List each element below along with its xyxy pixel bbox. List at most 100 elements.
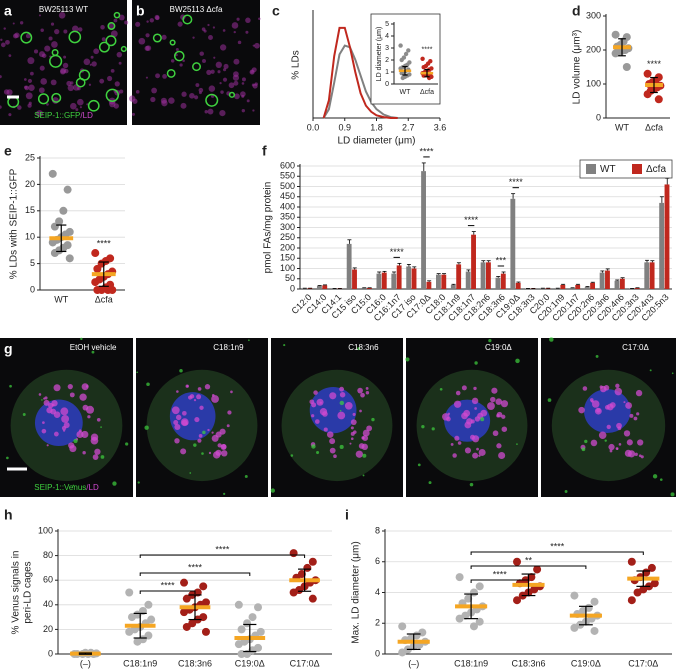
ld-signal xyxy=(48,402,54,409)
y-axis-label: % LDs with SEIP-1::GFP xyxy=(9,168,20,279)
venus-signal xyxy=(137,481,140,484)
significance: **** xyxy=(419,146,434,156)
data-point xyxy=(50,249,59,258)
venus-signal xyxy=(179,369,183,373)
y-tick-label: 5 xyxy=(30,258,35,268)
ld-signal xyxy=(70,81,74,85)
venus-signal xyxy=(316,451,320,455)
y-tick-label: 300 xyxy=(586,10,601,20)
venus-signal xyxy=(6,456,9,460)
error-bar xyxy=(56,224,67,253)
ld-signal xyxy=(194,416,200,423)
y-axis-label: Max. LD diameter (μm) xyxy=(351,541,362,643)
x-tick-label: C18:3n6 xyxy=(511,658,545,668)
legend-box xyxy=(579,159,673,179)
ld-signal xyxy=(75,108,79,112)
x-tick-label: C18:3n6 xyxy=(178,658,212,668)
y-tick-label: 5 xyxy=(385,21,389,28)
data-point xyxy=(475,582,484,591)
x-tick-label: (–) xyxy=(80,658,91,668)
gfp-ring xyxy=(192,62,201,72)
ld-signal xyxy=(0,75,2,79)
data-point xyxy=(308,557,317,566)
error-bar xyxy=(464,593,478,620)
ld-signal xyxy=(625,402,633,409)
y-tick-label: 100 xyxy=(280,263,295,273)
error-bar xyxy=(133,612,147,639)
stain-green: SEIP-1::Venus xyxy=(34,483,86,492)
ld-signal xyxy=(198,433,203,438)
ld-signal xyxy=(194,95,199,100)
ld-signal xyxy=(61,414,70,423)
ld-signal xyxy=(19,21,24,25)
venus-signal xyxy=(421,424,425,429)
ld-signal xyxy=(365,391,370,395)
ld-signal xyxy=(196,394,202,400)
error-bar xyxy=(298,568,312,592)
ld-signal xyxy=(609,449,613,453)
ld-signal xyxy=(182,59,185,62)
gfp-ring xyxy=(75,77,86,88)
venus-signal xyxy=(270,488,275,493)
ld-signal xyxy=(578,406,585,414)
ld-signal xyxy=(491,387,498,394)
legend-label: Δcfa xyxy=(646,164,666,175)
ld-signal xyxy=(124,20,129,25)
y-tick-label: 20 xyxy=(43,624,53,634)
venus-signal xyxy=(91,350,95,354)
gfp-ring xyxy=(98,41,110,53)
significance: **** xyxy=(493,569,508,579)
error-bar xyxy=(650,260,655,263)
venus-signal xyxy=(100,455,105,459)
y-tick-label: 20 xyxy=(25,179,35,189)
venus-signal xyxy=(339,444,344,449)
gfp-ring xyxy=(105,88,120,102)
ld-signal xyxy=(210,69,215,74)
ld-signal xyxy=(174,438,180,444)
bar xyxy=(590,282,596,289)
ld-signal xyxy=(63,29,68,34)
data-point xyxy=(421,65,426,70)
y-axis-label: pmol FAs/mg protein xyxy=(263,182,274,274)
stain-green: SEIP-1::GFP xyxy=(34,111,80,120)
data-point xyxy=(248,613,257,622)
ld-signal xyxy=(207,428,210,432)
gfp-ring xyxy=(37,93,50,105)
image-label: C19:0Δ xyxy=(485,343,512,352)
y-tick-label: 0 xyxy=(385,81,389,88)
ld-signal xyxy=(79,106,82,109)
data-point xyxy=(180,608,189,617)
ld-signal xyxy=(67,384,73,390)
data-point xyxy=(420,56,425,61)
ld-signal xyxy=(24,78,27,81)
ld-signal xyxy=(51,41,58,48)
ld-signal xyxy=(0,42,6,48)
data-point xyxy=(125,588,134,597)
data-point xyxy=(398,648,407,657)
error-bar xyxy=(521,573,536,597)
error-bar xyxy=(397,262,402,266)
ld-signal xyxy=(90,433,99,441)
venus-signal xyxy=(9,384,12,388)
ld-signal xyxy=(25,33,31,39)
ld-signal xyxy=(41,428,47,434)
ld-signal xyxy=(227,410,232,415)
ld-signal xyxy=(313,390,318,395)
ld-signal xyxy=(27,57,35,65)
data-point xyxy=(182,622,191,631)
ld-signal xyxy=(455,390,461,396)
venus-signal xyxy=(480,417,485,422)
venus-signal xyxy=(144,425,149,430)
venus-signal xyxy=(125,442,129,446)
venus-signal xyxy=(474,361,478,365)
image-label: C18:3n6 xyxy=(348,343,379,352)
error-bar xyxy=(412,266,417,269)
ld-signal xyxy=(50,408,57,415)
error-bar xyxy=(645,259,650,263)
ld-signal xyxy=(179,63,183,67)
ld-signal xyxy=(192,36,195,39)
data-point xyxy=(182,594,191,603)
data-point xyxy=(93,286,102,294)
ld-signal xyxy=(623,401,626,404)
venus-signal xyxy=(202,430,206,435)
